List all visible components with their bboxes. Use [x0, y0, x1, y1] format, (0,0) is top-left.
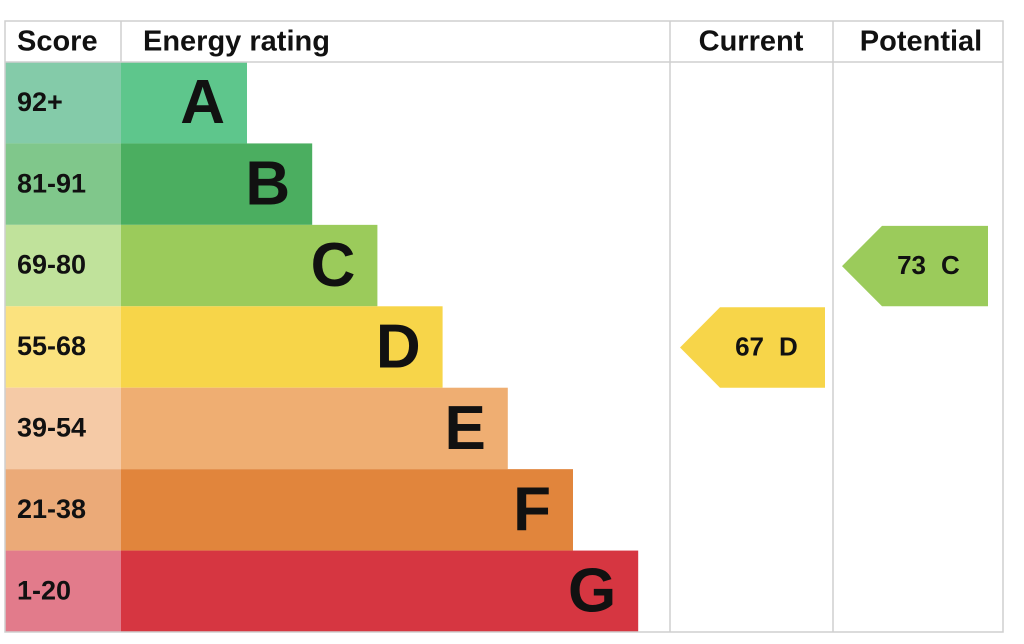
score-range: 39-54: [17, 413, 86, 443]
score-cell: [5, 224, 121, 307]
score-range: 1-20: [17, 575, 71, 605]
score-cell: [5, 143, 121, 225]
score-range: 55-68: [17, 331, 86, 361]
rating-bar: [121, 550, 639, 632]
header-potential: Potential: [860, 26, 982, 58]
band-letter: A: [180, 68, 225, 137]
header-current: Current: [699, 26, 804, 58]
band-letter: D: [376, 312, 421, 381]
rating-bar: [121, 306, 443, 388]
score-range: 69-80: [17, 250, 86, 280]
band-letter: F: [513, 475, 551, 544]
table-border: [4, 20, 1004, 633]
score-range: 21-38: [17, 494, 86, 524]
score-cell: [5, 469, 121, 551]
current-arrow: [680, 307, 825, 388]
band-letter: G: [568, 557, 616, 626]
score-cell: [5, 62, 121, 144]
rating-bar: [121, 469, 573, 551]
rating-rows: [5, 62, 639, 632]
score-cell: [5, 306, 121, 388]
rating-bar: [121, 62, 247, 144]
band-letter: E: [444, 394, 485, 463]
current-band: D: [779, 331, 798, 361]
rating-bar: [121, 143, 313, 225]
rating-bar: [121, 387, 508, 470]
band-letter: B: [245, 150, 290, 219]
header-energy-rating: Energy rating: [143, 26, 330, 58]
band-letter: C: [311, 231, 356, 300]
rating-bar: [121, 224, 378, 307]
potential-value: 73: [897, 250, 926, 280]
current-value: 67: [735, 331, 764, 361]
score-cell: [5, 550, 121, 632]
potential-band: C: [941, 250, 960, 280]
score-range: 92+: [17, 87, 63, 117]
score-cell: [5, 387, 121, 470]
header-score: Score: [17, 26, 98, 58]
score-range: 81-91: [17, 168, 86, 198]
potential-arrow: [842, 225, 988, 307]
